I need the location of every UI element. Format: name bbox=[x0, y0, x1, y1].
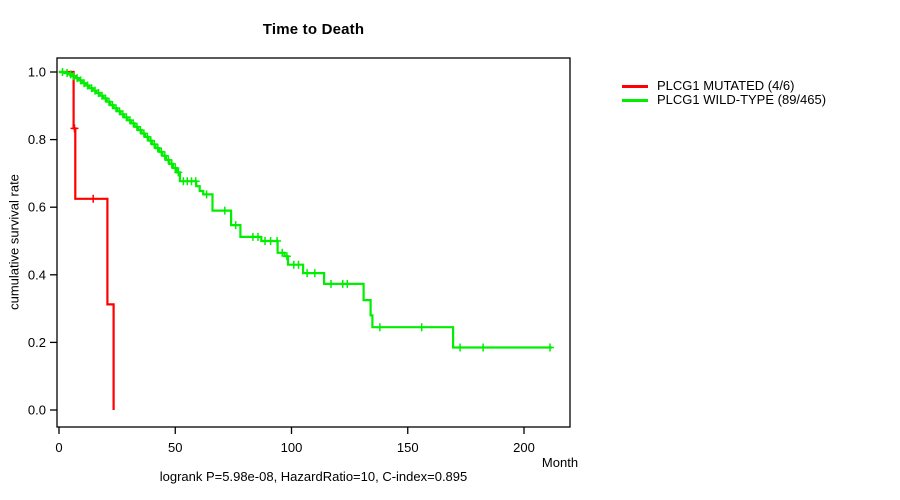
y-tick-label: 0.2 bbox=[28, 335, 46, 350]
plot-border bbox=[56, 57, 571, 428]
x-tick-label: 200 bbox=[513, 440, 535, 455]
wildtype-line-swatch bbox=[622, 98, 648, 102]
legend-label-mutated: PLCG1 MUTATED (4/6) bbox=[657, 78, 795, 93]
y-tick-label: 0.6 bbox=[28, 200, 46, 215]
legend-item-wildtype: PLCG1 WILD-TYPE (89/465) bbox=[622, 93, 826, 107]
y-tick-label: 0.0 bbox=[28, 403, 46, 418]
censor-marks-mutated bbox=[70, 124, 98, 203]
x-tick-label: 0 bbox=[55, 440, 62, 455]
legend-label-wildtype: PLCG1 WILD-TYPE (89/465) bbox=[657, 92, 827, 107]
censor-marks-wildtype bbox=[58, 68, 554, 352]
y-tick-label: 0.4 bbox=[28, 267, 46, 282]
y-tick-label: 1.0 bbox=[28, 65, 46, 80]
chart-title: Time to Death bbox=[262, 21, 365, 38]
legend-item-mutated: PLCG1 MUTATED (4/6) bbox=[622, 79, 826, 93]
survival-curve-mutated bbox=[59, 70, 115, 410]
stats-caption: logrank P=5.98e-08, HazardRatio=10, C-in… bbox=[159, 469, 468, 484]
legend: PLCG1 MUTATED (4/6) PLCG1 WILD-TYPE (89/… bbox=[622, 79, 826, 107]
mutated-line-swatch bbox=[622, 84, 648, 88]
x-tick-label: 150 bbox=[397, 440, 419, 455]
x-tick-label: 100 bbox=[281, 440, 303, 455]
survival-curve-wildtype bbox=[59, 70, 552, 349]
x-tick-label: 50 bbox=[168, 440, 182, 455]
y-tick-label: 0.8 bbox=[28, 132, 46, 147]
x-axis-label: Month bbox=[541, 455, 579, 470]
